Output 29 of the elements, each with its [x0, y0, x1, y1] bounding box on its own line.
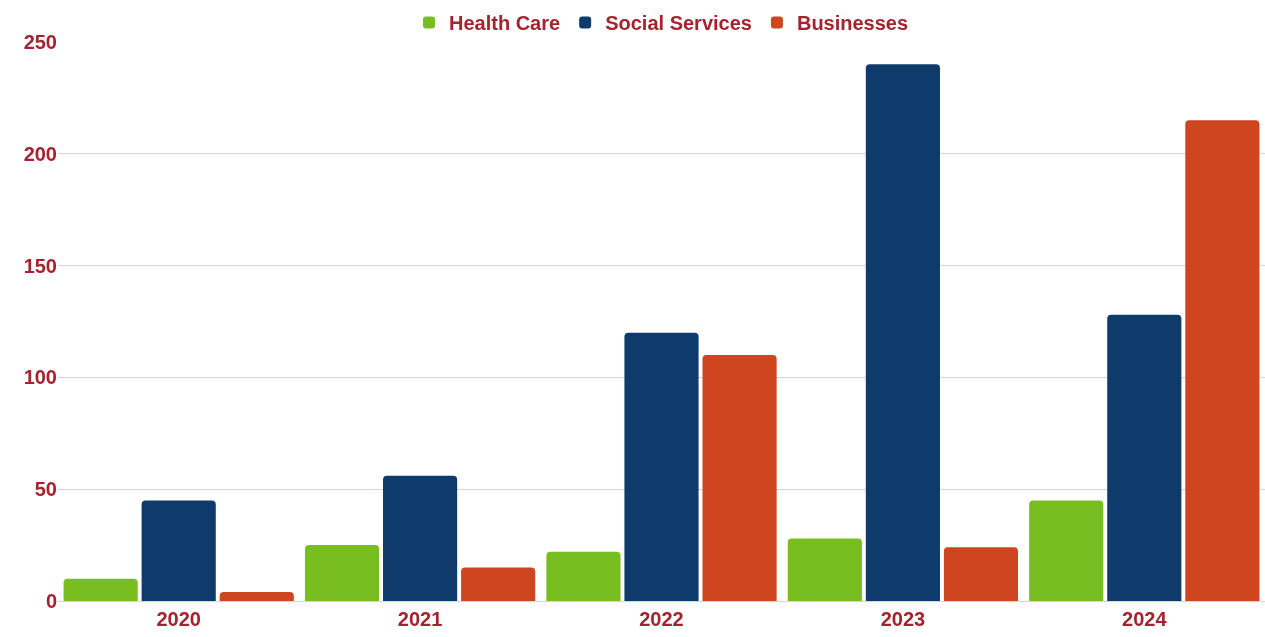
y-tick-label: 200 — [23, 142, 57, 165]
x-tick-label: 2024 — [1122, 608, 1168, 630]
bar — [1029, 500, 1104, 601]
y-tick-label: 50 — [34, 478, 57, 501]
y-tick-label: 100 — [23, 366, 57, 389]
bar — [461, 567, 536, 601]
bar — [304, 545, 380, 601]
bar — [702, 355, 777, 601]
x-tick-label: 2020 — [156, 608, 201, 630]
bar — [865, 64, 940, 601]
x-tick-label: 2021 — [397, 608, 443, 630]
bar — [624, 332, 699, 601]
bar — [943, 547, 1019, 601]
bar — [546, 551, 621, 601]
x-tick-label: 2022 — [639, 608, 684, 630]
bar — [787, 538, 862, 601]
bar — [1107, 314, 1182, 601]
x-tick-label: 2023 — [880, 608, 926, 630]
bar — [383, 475, 458, 601]
bar — [141, 500, 216, 601]
legend-label: Health Care — [449, 12, 561, 35]
y-tick-label: 250 — [23, 31, 57, 53]
y-tick-label: 150 — [23, 254, 57, 277]
bar — [219, 592, 294, 601]
legend-label: Businesses — [796, 12, 909, 35]
legend-label: Social Services — [605, 12, 752, 35]
y-tick-label: 0 — [45, 590, 57, 612]
bar — [1185, 120, 1260, 601]
bar — [63, 578, 138, 601]
